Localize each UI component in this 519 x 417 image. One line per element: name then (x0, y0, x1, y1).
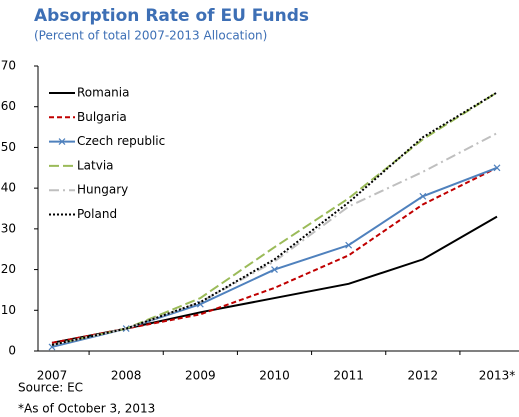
source: Source: EC (18, 381, 83, 395)
series-marker (493, 164, 501, 172)
legend-label: Latvia (77, 158, 114, 172)
y-tick-label: 10 (1, 303, 16, 317)
x-tick-label: 2009 (185, 369, 216, 383)
legend-label: Czech republic (77, 134, 165, 148)
x-tick-label: 2013* (479, 369, 516, 383)
legend-marker (58, 138, 66, 146)
legend-label: Poland (77, 207, 117, 221)
series-line (51, 91, 498, 346)
series-line (51, 132, 498, 346)
legend-label: Romania (77, 86, 129, 100)
chart-subtitle: (Percent of total 2007-2013 Allocation) (34, 29, 267, 43)
y-tick-label: 20 (1, 262, 16, 276)
series-line (51, 215, 498, 344)
series-line (51, 91, 498, 346)
y-tick-label: 0 (8, 344, 16, 358)
x-tick-label: 2007 (37, 369, 68, 383)
y-tick-label: 70 (1, 59, 16, 73)
legend-label: Hungary (77, 183, 128, 197)
y-tick-label: 40 (1, 181, 16, 195)
x-tick-label: 2011 (333, 369, 364, 383)
y-tick-label: 50 (1, 140, 16, 154)
x-tick-label: 2008 (111, 369, 142, 383)
series-marker (271, 266, 278, 273)
y-tick-label: 30 (1, 221, 16, 235)
series-marker (345, 241, 353, 249)
chart-title: Absorption Rate of EU Funds (34, 6, 309, 26)
x-tick-label: 2012 (408, 369, 439, 383)
footnote: *As of October 3, 2013 (18, 402, 155, 416)
legend-label: Bulgaria (77, 110, 127, 124)
y-tick-label: 60 (1, 99, 16, 113)
series-marker (419, 192, 427, 200)
x-tick-label: 2010 (259, 369, 290, 383)
